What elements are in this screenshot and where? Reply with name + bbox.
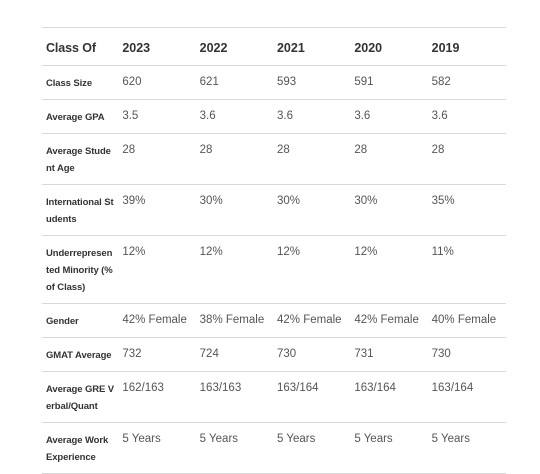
table-cell: 42% Female xyxy=(122,314,187,326)
table-cell: 724 xyxy=(199,348,219,360)
row-label: Average Work Experience xyxy=(46,435,109,463)
table-cell: 30% xyxy=(354,195,378,207)
table-row: Average GPA 3.5 3.6 3.6 3.6 3.6 xyxy=(42,99,506,134)
table-cell: 28 xyxy=(122,144,136,156)
table-cell: 5 Years xyxy=(276,433,316,445)
table-cell: 12% xyxy=(122,246,146,258)
table-cell: 5 Years xyxy=(431,433,471,445)
row-label: Average GPA xyxy=(46,112,105,123)
row-label: Gender xyxy=(46,316,79,327)
table-cell: 591 xyxy=(354,76,374,88)
table-cell: 3.6 xyxy=(354,110,371,122)
table-cell: 730 xyxy=(431,348,451,360)
column-header: 2019 xyxy=(431,41,460,55)
table-row: Average Student Age 28 28 28 28 28 xyxy=(42,133,506,185)
column-header: 2020 xyxy=(354,41,383,55)
row-label: International Students xyxy=(46,197,114,225)
table-cell: 5 Years xyxy=(122,433,161,445)
table-cell: 3.6 xyxy=(276,110,293,122)
row-label: Average Student Age xyxy=(46,146,111,174)
row-label: GMAT Average xyxy=(46,350,112,361)
table-cell: 163/164 xyxy=(276,382,319,394)
table-cell: 3.6 xyxy=(199,110,216,122)
table-cell: 30% xyxy=(276,195,301,207)
table-cell: 39% xyxy=(122,195,146,207)
table-cell: 11% xyxy=(431,246,454,258)
table-cell: 40% Female xyxy=(431,314,497,326)
table-cell: 582 xyxy=(431,76,451,88)
table-cell: 42% Female xyxy=(276,314,342,326)
table-row: GMAT Average 732 724 730 731 730 xyxy=(42,337,506,372)
table-cell: 28 xyxy=(276,144,290,156)
table-cell: 30% xyxy=(199,195,223,207)
table-header-row: Class Of 2023 2022 2021 2020 2019 xyxy=(42,27,506,66)
column-header: 2021 xyxy=(276,41,305,55)
class-profile-table: Class Of 2023 2022 2021 2020 2019 Class … xyxy=(42,27,506,474)
table-cell: 28 xyxy=(354,144,368,156)
table-row: Class Size 620 621 593 591 582 xyxy=(42,65,506,100)
table-row: Average GRE Verbal/Quant 162/163 163/163… xyxy=(42,371,506,423)
table-cell: 620 xyxy=(122,76,142,88)
column-header: 2022 xyxy=(199,41,228,55)
table-cell: 12% xyxy=(199,246,223,258)
table-cell: 593 xyxy=(276,76,297,88)
table-row: Underrepresented Minority (% of Class) 1… xyxy=(42,235,506,304)
table-cell: 621 xyxy=(199,76,219,88)
column-header: 2023 xyxy=(122,41,151,55)
table-cell: 163/164 xyxy=(354,382,396,394)
table-cell: 163/164 xyxy=(431,382,474,394)
row-label: Underrepresented Minority (% of Class) xyxy=(46,248,113,293)
table-cell: 163/163 xyxy=(199,382,242,394)
table-cell: 162/163 xyxy=(122,382,164,394)
table-cell: 35% xyxy=(431,195,455,207)
table-row: International Students 39% 30% 30% 30% 3… xyxy=(42,184,506,236)
class-profile-table-container: Class Of 2023 2022 2021 2020 2019 Class … xyxy=(42,27,506,474)
column-header: Class Of xyxy=(46,41,96,55)
table-cell: 732 xyxy=(122,348,142,360)
row-label: Average GRE Verbal/Quant xyxy=(46,384,115,412)
table-cell: 731 xyxy=(354,348,374,360)
table-cell: 5 Years xyxy=(354,433,393,445)
table-cell: 38% Female xyxy=(199,314,265,326)
table-cell: 28 xyxy=(199,144,213,156)
table-row: Gender 42% Female 38% Female 42% Female … xyxy=(42,303,506,338)
table-cell: 42% Female xyxy=(354,314,419,326)
table-cell: 12% xyxy=(354,246,378,258)
table-cell: 730 xyxy=(276,348,297,360)
row-label: Class Size xyxy=(46,78,92,89)
table-cell: 3.5 xyxy=(122,110,139,122)
table-cell: 12% xyxy=(276,246,301,258)
table-cell: 5 Years xyxy=(199,433,239,445)
table-cell: 28 xyxy=(431,144,445,156)
table-row: Average Work Experience 5 Years 5 Years … xyxy=(42,422,506,474)
table-cell: 3.6 xyxy=(431,110,448,122)
